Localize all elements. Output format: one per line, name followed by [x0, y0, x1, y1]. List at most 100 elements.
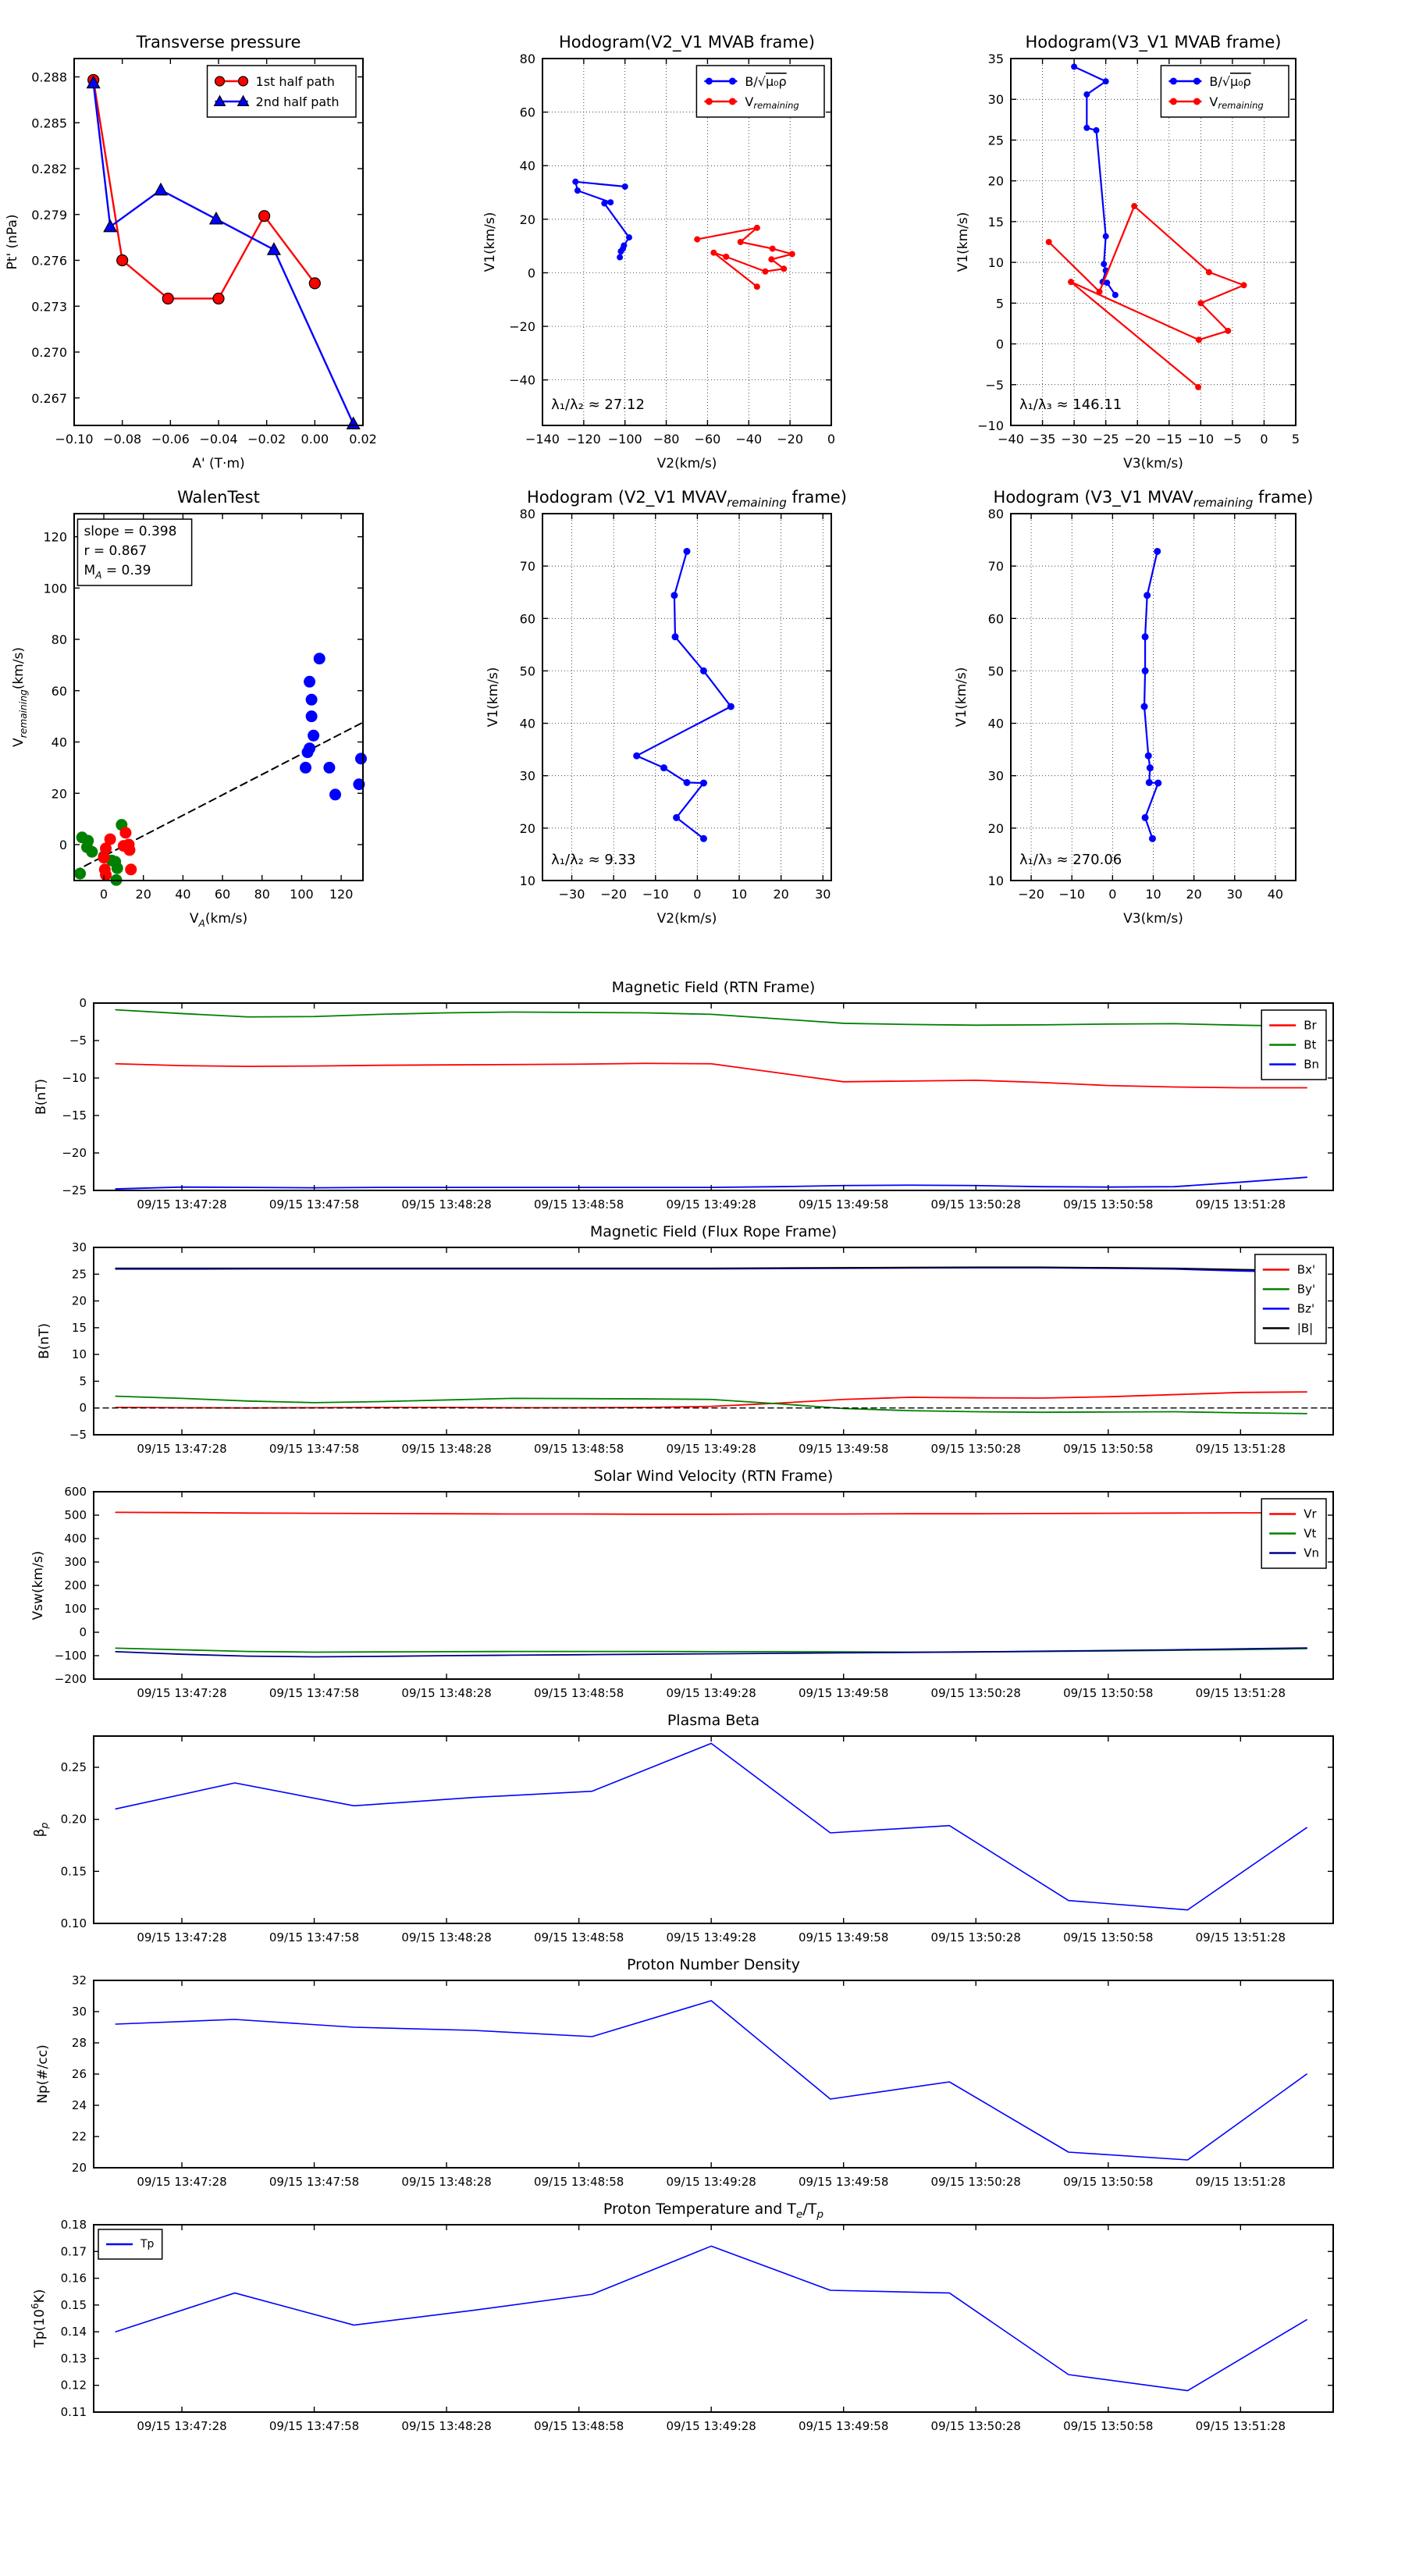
- y-axis-label: βp​: [32, 1822, 50, 1837]
- svg-text:25: 25: [988, 133, 1004, 148]
- svg-text:09/15 13:50:28: 09/15 13:50:28: [931, 1930, 1021, 1944]
- svg-text:28: 28: [72, 2036, 87, 2050]
- svg-text:0.282: 0.282: [31, 162, 67, 176]
- svg-text:20: 20: [136, 887, 151, 902]
- series-V: [633, 547, 735, 842]
- series-scatter-red: [98, 827, 137, 881]
- svg-text:09/15 13:48:58: 09/15 13:48:58: [534, 2175, 624, 2189]
- svg-text:10: 10: [520, 873, 535, 888]
- svg-text:09/15 13:49:58: 09/15 13:49:58: [799, 2175, 888, 2189]
- svg-text:09/15 13:47:58: 09/15 13:47:58: [269, 1442, 359, 1456]
- svg-text:40: 40: [520, 158, 535, 173]
- svg-text:0: 0: [79, 1401, 87, 1415]
- series-Vr: [115, 1511, 1307, 1515]
- series-B/√μ₀ρ: [572, 178, 632, 261]
- axes: 0 20 40 60 80 100 120 0 20 40 60 80 100 120: [43, 513, 364, 902]
- svg-text:0.276: 0.276: [31, 253, 67, 268]
- svg-text:20: 20: [1186, 887, 1201, 902]
- chart-hodogram-v3v1-mvab: −40 −35 −30 −25 −20 −15 −10 −5 0 5 −10 −5 0 5 10 15 20 25…: [955, 33, 1300, 471]
- svg-text:10: 10: [72, 1347, 87, 1361]
- svg-text:09/15 13:51:28: 09/15 13:51:28: [1196, 1930, 1286, 1944]
- svg-text:120: 120: [329, 887, 354, 902]
- svg-text:−10: −10: [62, 1071, 87, 1085]
- chart-title: Transverse pressure: [136, 33, 301, 52]
- axes: 09/15 13:47:28 09/15 13:47:58 09/15 13:48:…: [62, 996, 1334, 1212]
- svg-text:25: 25: [72, 1267, 87, 1281]
- svg-text:80: 80: [520, 507, 535, 521]
- svg-text:09/15 13:50:58: 09/15 13:50:58: [1063, 2419, 1153, 2433]
- svg-text:−0.02: −0.02: [247, 432, 286, 447]
- svg-text:40: 40: [52, 735, 67, 749]
- svg-text:−100: −100: [608, 432, 642, 447]
- annotation: slope = 0.398 r = 0.867 MA​ = 0.39: [76, 518, 193, 586]
- svg-text:09/15 13:47:28: 09/15 13:47:28: [137, 2175, 226, 2189]
- svg-text:0: 0: [59, 837, 67, 852]
- axes: 09/15 13:47:28 09/15 13:47:58 09/15 13:48:…: [72, 1973, 1334, 2189]
- svg-text:0: 0: [1108, 887, 1116, 902]
- svg-text:50: 50: [520, 664, 535, 678]
- svg-text:09/15 13:47:28: 09/15 13:47:28: [137, 1930, 226, 1944]
- svg-text:09/15 13:47:28: 09/15 13:47:28: [137, 2419, 226, 2433]
- svg-text:0.14: 0.14: [61, 2325, 87, 2339]
- svg-text:09/15 13:47:58: 09/15 13:47:58: [269, 1930, 359, 1944]
- svg-text:40: 40: [520, 716, 535, 731]
- svg-text:0.16: 0.16: [61, 2272, 87, 2286]
- legend: Tp: [98, 2229, 163, 2260]
- svg-text:Vremaining​: Vremaining​: [1209, 94, 1263, 112]
- svg-text:09/15 13:50:28: 09/15 13:50:28: [931, 1442, 1021, 1456]
- chart-title: Magnetic Field (Flux Rope Frame): [590, 1223, 837, 1240]
- svg-text:40: 40: [1268, 887, 1283, 902]
- x-axis-label: VA​(km/s): [190, 911, 247, 929]
- y-axis-label: Pt' (nPa): [5, 215, 20, 270]
- series-Br: [115, 1062, 1307, 1089]
- svg-text:−10: −10: [1187, 432, 1214, 447]
- y-axis-label: B(nT): [34, 1079, 49, 1115]
- svg-text:09/15 13:51:28: 09/15 13:51:28: [1196, 2175, 1286, 2189]
- series-2nd half path: [86, 75, 361, 429]
- svg-text:2nd half path: 2nd half path: [256, 94, 340, 109]
- series-scatter-blue: [300, 653, 367, 801]
- svg-text:0: 0: [528, 265, 535, 280]
- svg-text:−0.06: −0.06: [151, 432, 190, 447]
- svg-text:0: 0: [996, 336, 1004, 351]
- svg-text:−10: −10: [1058, 887, 1085, 902]
- chart-plasma-beta: 09/15 13:47:28 09/15 13:47:58 09/15 13:48:…: [32, 1712, 1334, 1944]
- svg-text:−100: −100: [55, 1649, 87, 1663]
- svg-text:−0.08: −0.08: [103, 432, 141, 447]
- svg-text:30: 30: [72, 2005, 87, 2019]
- svg-text:09/15 13:48:28: 09/15 13:48:28: [401, 2419, 491, 2433]
- axes: −0.10 −0.08 −0.06 −0.04 −0.02 0.00 0.02 0.267 0.…: [31, 58, 377, 447]
- svg-text:30: 30: [988, 768, 1004, 783]
- svg-text:09/15 13:51:28: 09/15 13:51:28: [1196, 1686, 1286, 1700]
- svg-text:0.18: 0.18: [61, 2218, 87, 2232]
- svg-text:09/15 13:50:28: 09/15 13:50:28: [931, 1197, 1021, 1212]
- svg-text:5: 5: [996, 296, 1004, 311]
- svg-text:20: 20: [773, 887, 788, 902]
- legend: Bx' By' Bz' |B|: [1254, 1254, 1327, 1344]
- svg-text:0.279: 0.279: [31, 207, 67, 222]
- axes: −40 −35 −30 −25 −20 −15 −10 −5 0 5 −10 −5 0 5 10 15 20 25…: [977, 52, 1300, 447]
- series-Vremaining: [1045, 203, 1247, 390]
- svg-text:09/15 13:50:58: 09/15 13:50:58: [1063, 1686, 1153, 1700]
- svg-text:15: 15: [72, 1321, 87, 1335]
- svg-text:60: 60: [520, 105, 535, 119]
- svg-text:−40: −40: [735, 432, 762, 447]
- chart-title: Hodogram (V2_V1 MVAVremaining​ frame): [527, 488, 847, 510]
- chart-proton-temperature: 09/15 13:47:28 09/15 13:47:58 09/15 13:48:…: [30, 2201, 1334, 2433]
- x-axis-label: V3(km/s): [1123, 456, 1183, 471]
- svg-text:−120: −120: [567, 432, 601, 447]
- x-axis-label: V2(km/s): [657, 456, 717, 471]
- svg-text:20: 20: [988, 820, 1004, 835]
- chart-hodogram-v2v1-mvav: −30 −20 −10 0 10 20 30 10 20 30 40 50 60 70 80Hodogram…: [486, 488, 847, 927]
- svg-text:22: 22: [72, 2129, 87, 2144]
- svg-text:09/15 13:48:28: 09/15 13:48:28: [401, 2175, 491, 2189]
- svg-text:24: 24: [72, 2098, 87, 2112]
- svg-text:B/√μ₀ρ: B/√μ₀ρ: [745, 74, 786, 89]
- svg-text:09/15 13:49:28: 09/15 13:49:28: [666, 2175, 756, 2189]
- series-By': [115, 1395, 1307, 1414]
- chart-title: Magnetic Field (RTN Frame): [612, 979, 816, 996]
- svg-text:40: 40: [988, 716, 1004, 731]
- svg-text:B/√μ₀ρ: B/√μ₀ρ: [1209, 74, 1250, 89]
- svg-text:r = 0.867: r = 0.867: [84, 543, 147, 559]
- svg-text:Bx': Bx': [1297, 1263, 1315, 1277]
